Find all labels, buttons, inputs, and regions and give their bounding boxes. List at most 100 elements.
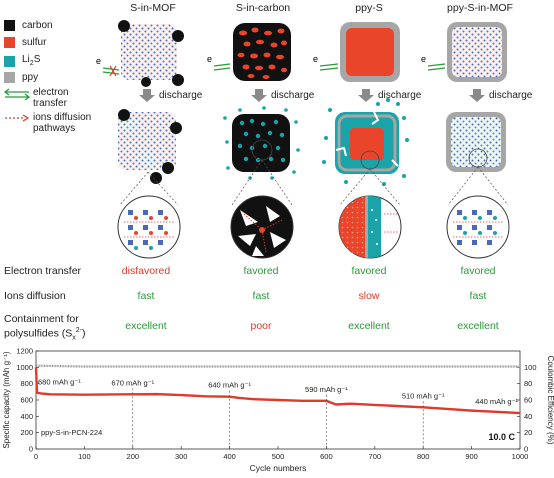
x-tick-label: 200	[127, 452, 140, 461]
ppy-swatch	[4, 72, 15, 83]
cell-containment-ppy-s-in-mof: excellent	[457, 320, 499, 332]
legend-electron-line1: electron	[33, 87, 69, 98]
legend-sulfur: sulfur	[4, 37, 46, 48]
cell-ions-s-in-carbon: fast	[252, 290, 270, 302]
series-coulombic-efficiency	[35, 364, 520, 368]
ppy-s-in-mof-initial	[447, 22, 507, 82]
containment-sup: 2-	[75, 327, 83, 334]
y-left-tick-label: 600	[20, 396, 33, 405]
y-right-tick-label: 100	[524, 363, 537, 372]
y-right-tick-label: 80	[524, 379, 532, 388]
annotation-label: 510 mAh g⁻¹	[402, 391, 445, 400]
zoom-s-in-mof	[117, 195, 181, 259]
zoom-lines	[119, 159, 509, 206]
containment-line2: polysulfides (Sx2-)	[4, 325, 86, 345]
column-title-s-in-carbon: S-in-carbon	[235, 2, 291, 14]
cell-containment-ppy-s: excellent	[348, 320, 390, 332]
zoom-ppy-s-in-mof	[446, 195, 510, 259]
legend-sulfur-label: sulfur	[22, 37, 47, 48]
column-title-ppy-s-in-mof: ppy-S-in-MOF	[447, 2, 513, 14]
y-right-tick-label: 0	[524, 445, 528, 454]
x-tick-label: 800	[417, 452, 430, 461]
sulfur-swatch	[4, 37, 15, 48]
y-left-tick-label: 0	[29, 445, 33, 454]
electron-label-2: e	[207, 54, 212, 64]
legend-ions-line1: ions diffusion	[33, 112, 92, 123]
x-tick-label: 100	[78, 452, 91, 461]
cycling-chart: 0 100 200 300 400 500 600 700 800 900 100002004006…	[2, 347, 554, 474]
annotation-label: 670 mAh g⁻¹	[111, 378, 154, 387]
legend-ppy: ppy	[4, 72, 38, 83]
s-in-mof-initial	[118, 20, 184, 87]
cell-ions-ppy-s-in-mof: fast	[469, 290, 487, 302]
s-in-mof-discharged	[118, 109, 182, 184]
y-right-tick-label: 20	[524, 428, 532, 437]
x-tick-label: 900	[465, 452, 478, 461]
carbon-swatch	[4, 20, 15, 31]
y-right-tick-label: 40	[524, 412, 532, 421]
legend-carbon: carbon	[4, 20, 53, 31]
ppy-s-in-mof-discharged	[446, 112, 506, 172]
cell-containment-s-in-carbon: poor	[250, 320, 272, 332]
x-tick-label: 1000	[512, 452, 529, 461]
annotation-label: 440 mAh g⁻¹	[475, 397, 518, 406]
cell-electron-s-in-mof: disfavored	[121, 265, 171, 277]
x-tick-label: 300	[175, 452, 188, 461]
containment-text: polysulfides (S	[4, 327, 73, 340]
zoom-s-in-carbon	[230, 195, 294, 259]
ppy-s-initial	[340, 22, 400, 82]
cell-containment-s-in-mof: excellent	[125, 320, 167, 332]
rate-label: 10.0 C	[488, 432, 515, 442]
discharge-label-1: discharge	[159, 90, 203, 101]
sample-label: ppy-S-in-PCN-224	[41, 428, 102, 437]
x-tick-label: 700	[369, 452, 382, 461]
y-left-axis-label: Specific capacity (mAh g⁻¹)	[2, 351, 11, 448]
electron-arrows	[102, 63, 446, 75]
column-title-ppy-s: ppy-S	[355, 2, 383, 14]
y-left-tick-label: 400	[20, 412, 33, 421]
containment-sub: x	[72, 334, 76, 342]
y-right-axis-label: Coulombic Efficiency (%)	[546, 356, 554, 445]
row-label-electron-transfer: Electron transfer	[4, 265, 82, 277]
x-tick-label: 600	[320, 452, 333, 461]
y-right-tick-label: 60	[524, 396, 532, 405]
ions-diffusion-icon	[5, 114, 30, 122]
cell-ions-ppy-s: slow	[358, 290, 380, 302]
x-tick-label: 400	[223, 452, 236, 461]
series-specific-capacity	[34, 367, 521, 415]
x-tick-label: 0	[34, 452, 38, 461]
cell-electron-ppy-s-in-mof: favored	[460, 265, 496, 277]
containment-line1: Containment for	[4, 313, 79, 325]
row-label-ions-diffusion: Ions diffusion	[4, 290, 66, 302]
legend-ppy-label: ppy	[22, 72, 39, 83]
discharge-label-3: discharge	[378, 90, 422, 101]
electron-label-4: e	[421, 54, 426, 64]
y-left-tick-label: 1000	[16, 363, 33, 372]
li2s-s: S	[33, 54, 41, 65]
legend-ions-diffusion: ions diffusion pathways	[33, 112, 91, 134]
y-left-tick-label: 200	[20, 428, 33, 437]
y-left-tick-label: 800	[20, 379, 33, 388]
li2s-sub: 2	[29, 60, 34, 67]
ppy-s-discharged	[322, 98, 409, 186]
legend-ions-line2: pathways	[33, 123, 76, 134]
cell-electron-ppy-s: favored	[351, 265, 387, 277]
x-axis-label: Cycle numbers	[250, 463, 307, 473]
legend-li2s: Li2S	[4, 54, 40, 69]
annotation-label: 590 mAh g⁻¹	[305, 385, 348, 394]
s-in-carbon-initial	[233, 23, 291, 81]
legend-li2s-label: Li2S	[22, 54, 40, 69]
li2s-li: Li	[22, 54, 30, 65]
x-tick-label: 500	[272, 452, 285, 461]
discharge-arrows	[139, 89, 485, 102]
legend-carbon-label: carbon	[22, 20, 53, 31]
legend-electron-transfer: electron transfer	[33, 87, 69, 109]
zoom-ppy-s	[338, 195, 402, 259]
legend-electron-line2: transfer	[33, 98, 67, 109]
discharge-label-4: discharge	[489, 90, 533, 101]
s-in-carbon-discharged	[223, 106, 300, 180]
column-title-s-in-mof: S-in-MOF	[130, 2, 176, 14]
electron-transfer-icon	[3, 88, 31, 100]
row-label-containment: Containment for polysulfides (Sx2-)	[4, 313, 86, 345]
discharge-label-2: discharge	[271, 90, 315, 101]
